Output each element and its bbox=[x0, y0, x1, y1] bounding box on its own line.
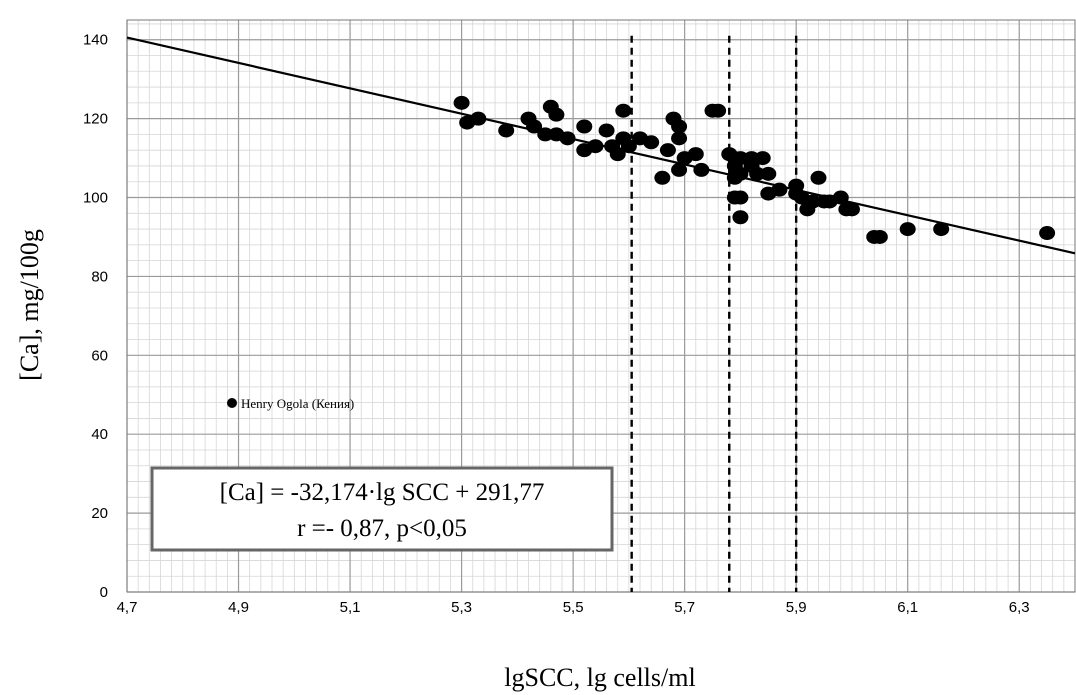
data-point bbox=[671, 119, 688, 134]
data-point bbox=[732, 151, 749, 166]
y-tick-label: 0 bbox=[100, 584, 108, 601]
data-point bbox=[615, 103, 632, 118]
y-tick-label: 100 bbox=[83, 190, 108, 207]
data-point bbox=[832, 190, 849, 205]
data-point bbox=[1039, 226, 1056, 241]
data-point bbox=[871, 229, 888, 244]
data-point bbox=[732, 166, 749, 181]
y-tick-label: 40 bbox=[91, 426, 108, 443]
data-point bbox=[754, 151, 771, 166]
data-point bbox=[710, 103, 727, 118]
data-point bbox=[671, 131, 688, 146]
data-point bbox=[659, 143, 676, 158]
data-point bbox=[732, 190, 749, 205]
data-point bbox=[843, 202, 860, 217]
data-point bbox=[732, 210, 749, 225]
data-point bbox=[749, 166, 766, 181]
data-point bbox=[687, 147, 704, 162]
data-point bbox=[620, 139, 637, 154]
x-tick-label: 5,9 bbox=[786, 599, 807, 616]
x-tick-label: 5,5 bbox=[563, 599, 584, 616]
y-tick-label: 120 bbox=[83, 111, 108, 128]
x-tick-label: 5,1 bbox=[340, 599, 361, 616]
x-axis-title: lgSCC, lg cells/ml bbox=[504, 663, 695, 692]
data-point bbox=[576, 119, 593, 134]
x-tick-label: 4,9 bbox=[228, 599, 249, 616]
data-point bbox=[598, 123, 615, 138]
x-tick-label: 4,7 bbox=[117, 599, 138, 616]
legend-label: Henry Ogola (Кения) bbox=[241, 396, 354, 411]
data-point bbox=[899, 222, 916, 237]
y-tick-label: 80 bbox=[91, 268, 108, 285]
data-point bbox=[760, 166, 777, 181]
data-point bbox=[526, 119, 543, 134]
data-point bbox=[498, 123, 515, 138]
data-point bbox=[693, 162, 710, 177]
data-point bbox=[771, 182, 788, 197]
x-tick-label: 5,7 bbox=[674, 599, 695, 616]
correlation-line: r =- 0,87, p<0,05 bbox=[297, 515, 467, 542]
data-point bbox=[609, 147, 626, 162]
x-tick-label: 5,3 bbox=[451, 599, 472, 616]
data-point bbox=[559, 131, 576, 146]
y-tick-label: 20 bbox=[91, 505, 108, 522]
equation-line: [Ca] = -32,174·lg SCC + 291,77 bbox=[220, 479, 545, 506]
data-point bbox=[548, 107, 565, 122]
data-point bbox=[643, 135, 660, 150]
x-tick-label: 6,1 bbox=[897, 599, 918, 616]
data-points bbox=[453, 95, 1056, 244]
x-tick-labels: 4,7 4,9 5,1 5,3 5,5 5,7 5,9 6,1 6,3 bbox=[117, 599, 1030, 616]
y-tick-labels: 0 20 40 60 80 100 120 140 bbox=[83, 32, 108, 601]
data-point bbox=[671, 162, 688, 177]
data-point bbox=[587, 139, 604, 154]
equation-box-frame bbox=[150, 466, 614, 552]
legend-marker bbox=[227, 398, 237, 408]
equation-box: [Ca] = -32,174·lg SCC + 291,77 r =- 0,87… bbox=[150, 466, 614, 552]
data-point bbox=[537, 127, 554, 142]
data-point bbox=[804, 194, 821, 209]
data-point bbox=[810, 170, 827, 185]
legend: Henry Ogola (Кения) bbox=[227, 396, 354, 411]
y-tick-label: 140 bbox=[83, 32, 108, 49]
data-point bbox=[470, 111, 487, 126]
y-axis-title: [Ca], mg/100g bbox=[15, 229, 44, 381]
plot-border bbox=[126, 19, 1076, 593]
y-tick-label: 60 bbox=[91, 347, 108, 364]
x-tick-label: 6,3 bbox=[1009, 599, 1030, 616]
vertical-dashed-lines bbox=[630, 35, 798, 592]
data-point bbox=[654, 170, 671, 185]
data-point bbox=[453, 95, 470, 110]
data-point bbox=[933, 222, 950, 237]
